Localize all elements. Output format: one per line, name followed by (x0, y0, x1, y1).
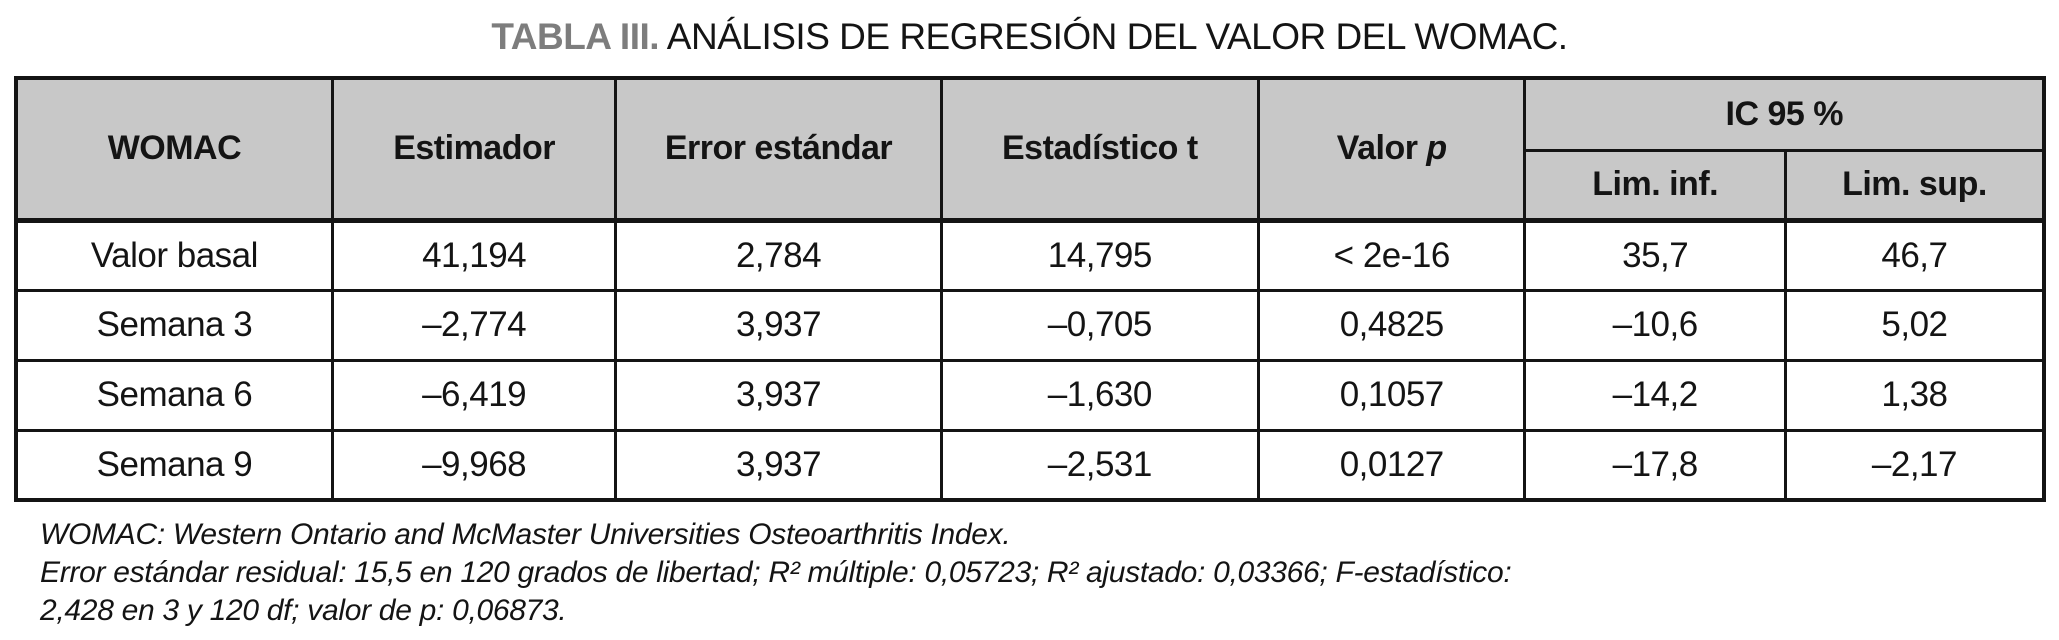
cell-lim-sup: 1,38 (1783, 358, 2046, 432)
cell-lim-sup: 46,7 (1783, 217, 2046, 292)
col-header-estadistico-t: Estadístico t (939, 76, 1261, 222)
cell-error-estandar: 3,937 (614, 288, 943, 362)
valor-p-variable: p (1426, 129, 1447, 168)
table-title-text: ANÁLISIS DE REGRESIÓN DEL VALOR DEL WOMA… (659, 16, 1568, 57)
cell-valor-p: 0,4825 (1257, 288, 1527, 362)
cell-error-estandar: 3,937 (614, 358, 943, 432)
table-row-semana-6: Semana 6 –6,419 3,937 –1,630 0,1057 –14,… (14, 358, 2046, 432)
cell-valor-p: 0,1057 (1257, 358, 1527, 432)
table-header: WOMAC Estimador Error estándar Estadísti… (14, 76, 2046, 222)
cell-estimador: –9,968 (330, 428, 618, 502)
row-label: Semana 3 (14, 288, 334, 362)
col-header-estimador: Estimador (330, 76, 618, 222)
col-header-lim-sup: Lim. sup. (1783, 148, 2046, 222)
row-label: Semana 9 (14, 428, 334, 502)
valor-p-prefix: Valor (1336, 129, 1427, 168)
cell-error-estandar: 3,937 (614, 428, 943, 502)
header-row-top: WOMAC Estimador Error estándar Estadísti… (14, 76, 2046, 222)
cell-lim-inf: –10,6 (1523, 288, 1787, 362)
row-label: Valor basal (14, 217, 334, 292)
cell-estimador: 41,194 (330, 217, 618, 292)
cell-lim-inf: –17,8 (1523, 428, 1787, 502)
footnote-regression-stats: Error estándar residual: 15,5 en 120 gra… (40, 556, 1512, 589)
cell-estadistico-t: 14,795 (939, 217, 1261, 292)
regression-table: WOMAC Estimador Error estándar Estadísti… (14, 76, 2046, 502)
cell-valor-p: 0,0127 (1257, 428, 1527, 502)
footnote-regression-stats-continued: 2,428 en 3 y 120 df; valor de p: 0,06873… (40, 594, 567, 627)
footnote-womac-definition: WOMAC: Western Ontario and McMaster Univ… (40, 518, 1011, 551)
regression-table-container: WOMAC Estimador Error estándar Estadísti… (14, 76, 2046, 502)
header-row-sub: Lim. inf. Lim. sup. (16, 148, 2046, 222)
table-body: Valor basal 41,194 2,784 14,795 < 2e-16 … (14, 217, 2046, 502)
table-row-semana-3: Semana 3 –2,774 3,937 –0,705 0,4825 –10,… (14, 288, 2046, 362)
cell-lim-inf: 35,7 (1523, 217, 1787, 292)
cell-estimador: –2,774 (330, 288, 618, 362)
cell-error-estandar: 2,784 (614, 217, 943, 292)
table-footnotes: WOMAC: Western Ontario and McMaster Univ… (40, 516, 2030, 630)
col-header-valor-p: Valor p (1257, 76, 1527, 222)
col-header-error-estandar: Error estándar (614, 76, 943, 222)
page-title: TABLA III. ANÁLISIS DE REGRESIÓN DEL VAL… (0, 0, 2059, 58)
table-number-label: TABLA III. (491, 16, 660, 57)
table-row-valor-basal: Valor basal 41,194 2,784 14,795 < 2e-16 … (14, 217, 2046, 292)
table-row-semana-9: Semana 9 –9,968 3,937 –2,531 0,0127 –17,… (14, 428, 2046, 502)
cell-lim-sup: –2,17 (1783, 428, 2046, 502)
cell-lim-inf: –14,2 (1523, 358, 1787, 432)
cell-valor-p: < 2e-16 (1257, 217, 1527, 292)
cell-estadistico-t: –2,531 (939, 428, 1261, 502)
cell-lim-sup: 5,02 (1783, 288, 2046, 362)
cell-estadistico-t: –0,705 (939, 288, 1261, 362)
col-header-ic95: IC 95 % (1523, 76, 2046, 152)
cell-estadistico-t: –1,630 (939, 358, 1261, 432)
col-header-lim-inf: Lim. inf. (1523, 148, 1787, 222)
cell-estimador: –6,419 (330, 358, 618, 432)
col-header-womac: WOMAC (14, 76, 334, 222)
row-label: Semana 6 (14, 358, 334, 432)
